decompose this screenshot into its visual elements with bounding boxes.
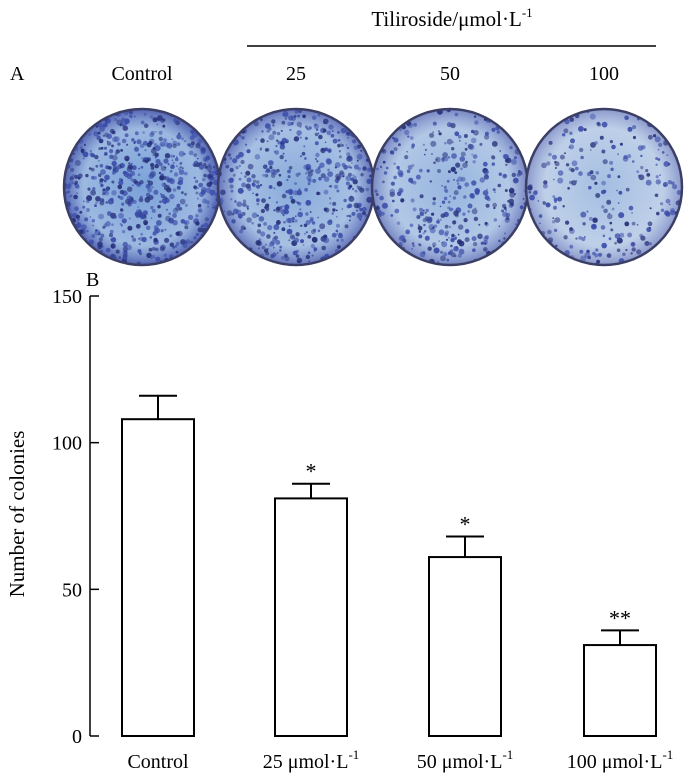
panel-a: A Tiliroside/μmol·L-1 Control 25 50 100 <box>10 5 684 267</box>
y-axis-label: Number of colonies <box>5 431 29 598</box>
bar <box>274 497 348 737</box>
x-tick-label: 100 μmol·L-1 <box>567 747 674 773</box>
panel-a-label: A <box>10 63 25 85</box>
bar <box>121 418 195 737</box>
significance-marker: ** <box>609 605 631 630</box>
colony-dish <box>216 107 376 267</box>
dish-label: Control <box>111 63 173 85</box>
panel-b-label: B <box>86 269 99 291</box>
dish-label: 100 <box>589 63 619 85</box>
x-tick-label: 50 μmol·L-1 <box>417 747 514 773</box>
significance-marker: * <box>306 459 317 484</box>
x-tick-label: Control <box>127 751 189 773</box>
treatment-label: Tiliroside/μmol·L-1 <box>371 5 532 31</box>
bar <box>428 556 502 737</box>
y-tick-label: 100 <box>52 433 82 455</box>
significance-marker: * <box>460 512 471 537</box>
bar <box>583 644 657 737</box>
colony-dish <box>62 107 222 267</box>
y-tick-label: 150 <box>52 286 82 308</box>
dish-label: 25 <box>286 63 306 85</box>
x-tick-label: 25 μmol·L-1 <box>263 747 360 773</box>
colony-dish <box>524 107 684 267</box>
dish-label: 50 <box>440 63 460 85</box>
y-tick-label: 50 <box>62 579 82 601</box>
y-tick-label: 0 <box>72 726 82 748</box>
colony-dish <box>370 107 530 267</box>
